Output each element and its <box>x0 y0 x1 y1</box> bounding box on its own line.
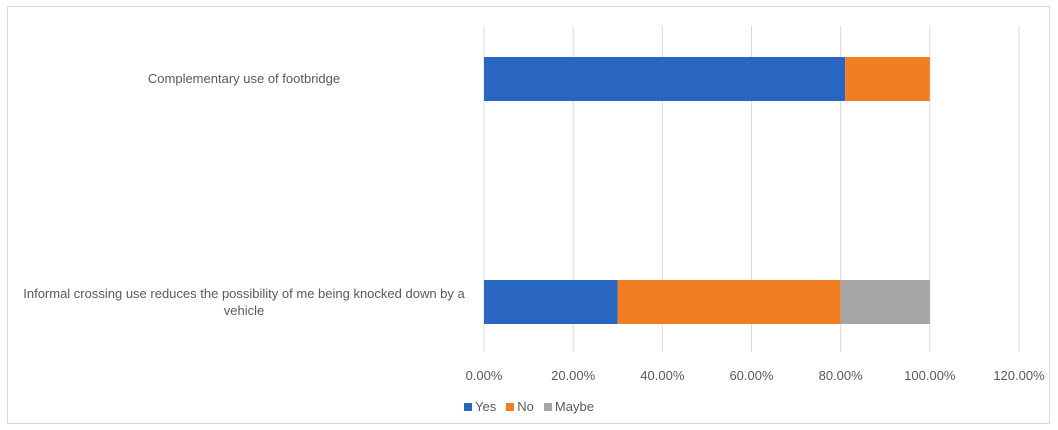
bar-maybe-1 <box>840 280 930 324</box>
bar-no-1 <box>617 280 841 324</box>
x-tick-label: 80.00% <box>819 368 864 383</box>
x-tick-label: 20.00% <box>551 368 596 383</box>
x-axis-ticks: 0.00% 20.00% 40.00% 60.00% 80.00% 100.00% 120.… <box>466 368 1046 383</box>
legend-label-yes: Yes <box>475 399 497 414</box>
bar-no-0 <box>845 57 930 101</box>
x-tick-label: 100.00% <box>904 368 956 383</box>
legend-label-no: No <box>517 399 534 414</box>
legend-swatch-no <box>506 402 515 411</box>
bar-yes-0 <box>484 57 846 101</box>
legend-swatch-yes <box>464 402 473 411</box>
bar-yes-1 <box>484 280 618 324</box>
legend-swatch-maybe <box>543 402 552 411</box>
x-tick-label: 120.00% <box>993 368 1045 383</box>
legend-item-no: No <box>506 399 534 414</box>
legend-item-yes: Yes <box>464 399 496 414</box>
bars <box>484 57 930 324</box>
x-tick-label: 0.00% <box>466 368 503 383</box>
x-tick-label: 60.00% <box>729 368 774 383</box>
legend-label-maybe: Maybe <box>554 399 594 414</box>
legend: Yes No Maybe <box>0 399 1058 414</box>
x-tick-label: 40.00% <box>640 368 685 383</box>
category-label-footbridge: Complementary use of footbridge <box>147 71 341 86</box>
category-label-informal-crossing: Informal crossing use reduces the possib… <box>23 286 465 318</box>
legend-item-maybe: Maybe <box>543 399 594 414</box>
